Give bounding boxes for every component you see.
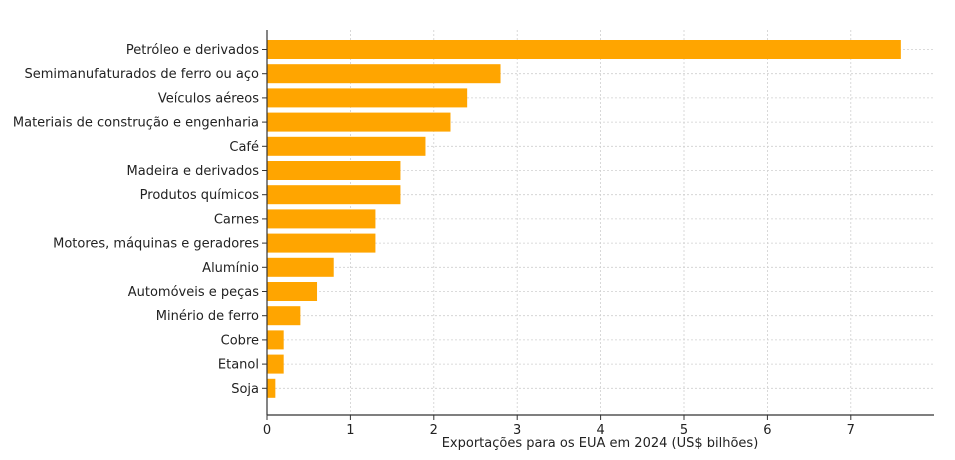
x-tick-label-0: 0 xyxy=(263,423,271,438)
bar-4 xyxy=(267,136,426,156)
bar-8 xyxy=(267,233,376,253)
bar-5 xyxy=(267,161,401,180)
bar-9 xyxy=(267,257,334,277)
x-tick-label-2: 2 xyxy=(430,423,438,438)
bar-7 xyxy=(267,209,376,229)
x-tick-label-6: 6 xyxy=(763,423,771,438)
category-label-12: Cobre xyxy=(221,333,259,348)
category-label-1: Semimanufaturados de ferro ou aço xyxy=(24,67,259,82)
category-label-7: Carnes xyxy=(214,212,259,227)
category-label-5: Madeira e derivados xyxy=(127,164,260,179)
bar-13 xyxy=(267,354,284,374)
category-label-8: Motores, máquinas e geradores xyxy=(53,237,259,252)
category-label-6: Produtos químicos xyxy=(140,188,260,203)
category-label-9: Alumínio xyxy=(202,261,259,276)
x-axis-label: Exportações para os EUA em 2024 (US$ bil… xyxy=(442,436,759,451)
category-label-11: Minério de ferro xyxy=(156,309,259,324)
bar-10 xyxy=(267,282,318,301)
category-label-10: Automóveis e peças xyxy=(128,285,260,300)
grid-lines xyxy=(267,30,934,415)
bar-11 xyxy=(267,306,301,326)
x-tick-label-1: 1 xyxy=(346,423,354,438)
bar-6 xyxy=(267,185,401,205)
axes xyxy=(262,30,934,416)
category-label-4: Café xyxy=(229,140,259,155)
category-label-14: Soja xyxy=(231,382,259,397)
bar-14 xyxy=(267,378,276,398)
bar-1 xyxy=(267,64,501,84)
category-label-13: Etanol xyxy=(218,358,259,373)
bar-0 xyxy=(267,40,901,59)
category-labels: Petróleo e derivados Semimanufaturados de… xyxy=(13,43,259,397)
x-tick-label-5: 5 xyxy=(680,423,688,438)
category-label-2: Veículos aéreos xyxy=(158,91,259,106)
category-label-3: Materiais de construção e engenharia xyxy=(13,116,259,131)
bars xyxy=(267,40,901,398)
category-label-0: Petróleo e derivados xyxy=(126,43,259,58)
x-tick-label-3: 3 xyxy=(513,423,521,438)
x-tick-label-4: 4 xyxy=(596,423,604,438)
bar-12 xyxy=(267,330,284,350)
x-tick-label-7: 7 xyxy=(847,423,855,438)
x-ticks: 0 1 2 3 4 5 6 7 xyxy=(263,415,855,438)
bar-3 xyxy=(267,112,451,132)
bar-2 xyxy=(267,88,468,108)
